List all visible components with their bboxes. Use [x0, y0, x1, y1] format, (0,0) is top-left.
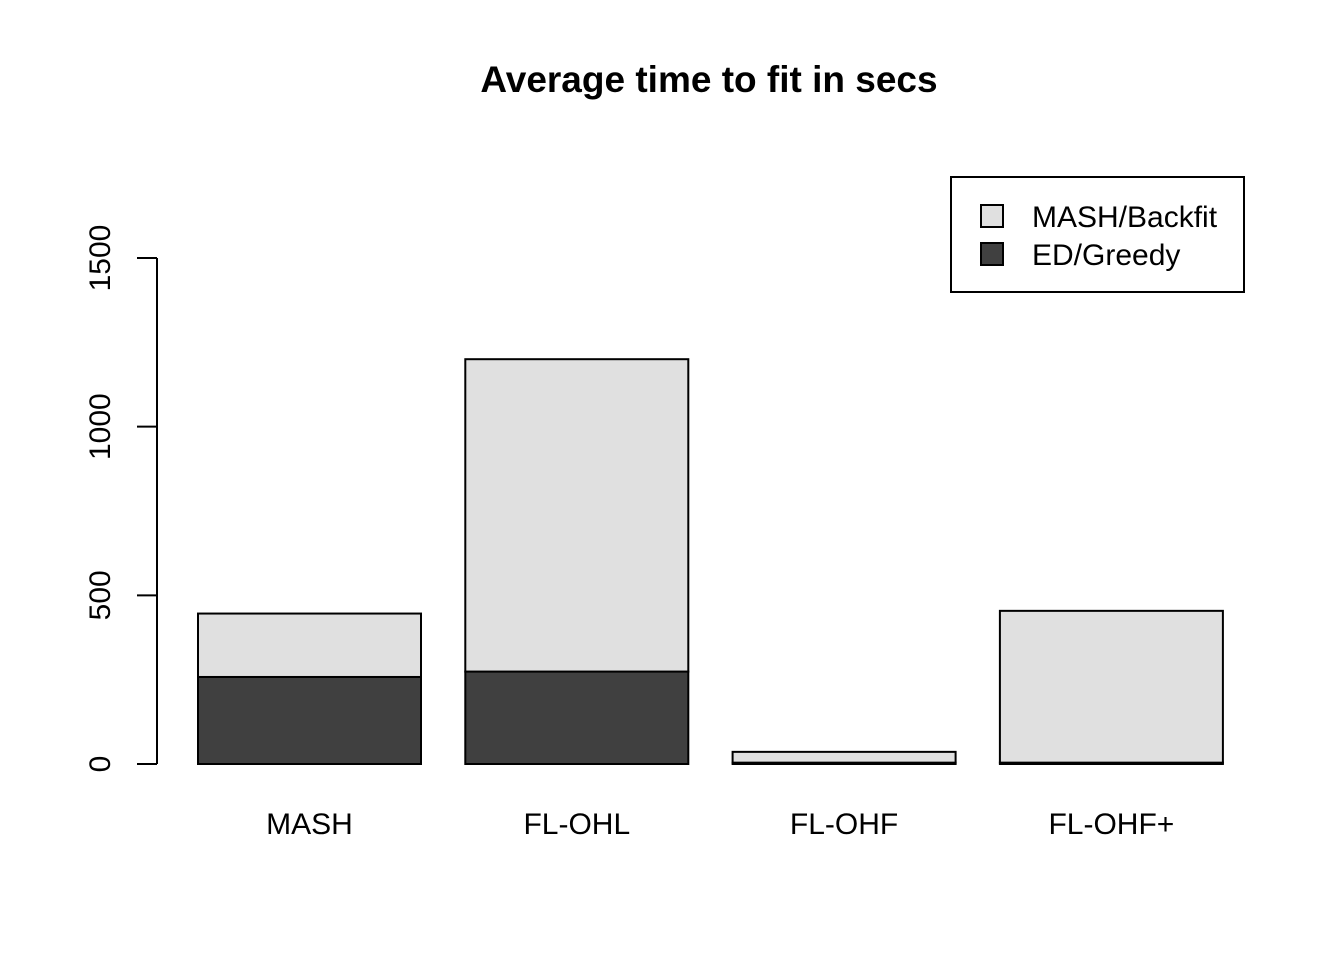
legend-box — [950, 176, 1245, 293]
bar-segment-ed-greedy — [464, 670, 690, 766]
bar-segment-mash-backfit — [731, 750, 957, 764]
x-tick-label: FL-OHF — [790, 808, 898, 841]
bar-segment-ed-greedy — [197, 675, 422, 766]
chart-title: Average time to fit in secs — [480, 59, 937, 100]
y-tick-label: 1500 — [84, 225, 117, 292]
legend-label-mash-backfit: MASH/Backfit — [1032, 201, 1218, 234]
y-tick-label: 1000 — [84, 393, 117, 460]
y-tick-label: 0 — [84, 756, 117, 773]
legend-swatch-ed-greedy — [980, 242, 1004, 266]
x-axis-labels: MASH FL-OHL FL-OHF FL-OHF+ — [266, 808, 1174, 841]
legend: MASH/Backfit ED/Greedy — [950, 176, 1245, 293]
legend-label-ed-greedy: ED/Greedy — [1032, 239, 1180, 272]
bar-segment-mash-backfit — [998, 609, 1224, 764]
x-tick-label: FL-OHF+ — [1048, 808, 1174, 841]
x-tick-label: FL-OHL — [523, 808, 630, 841]
legend-swatch-mash-backfit — [980, 204, 1004, 228]
x-tick-label: MASH — [266, 808, 353, 841]
bars — [197, 358, 1224, 766]
y-tick-label: 500 — [84, 570, 117, 620]
bar-segment-mash-backfit — [464, 358, 690, 673]
y-axis: 0 500 1000 1500 — [84, 225, 158, 773]
bar-segment-mash-backfit — [197, 612, 422, 678]
